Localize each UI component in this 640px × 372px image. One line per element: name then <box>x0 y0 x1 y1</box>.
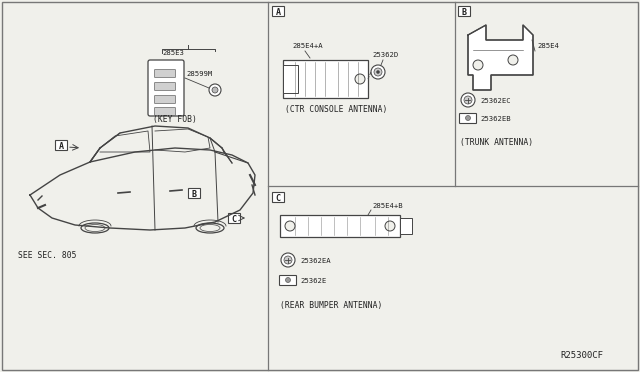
Bar <box>272 192 284 202</box>
Circle shape <box>209 84 221 96</box>
Bar <box>400 218 412 234</box>
FancyBboxPatch shape <box>148 60 184 116</box>
FancyBboxPatch shape <box>154 108 175 115</box>
Text: 285E3: 285E3 <box>162 50 184 56</box>
Text: B: B <box>191 189 196 199</box>
Bar <box>283 60 368 98</box>
Text: 285E4+A: 285E4+A <box>292 43 323 49</box>
Text: 285E4: 285E4 <box>537 43 559 49</box>
Circle shape <box>286 74 296 84</box>
Text: 25362E: 25362E <box>300 278 326 284</box>
Text: 285E4+B: 285E4+B <box>372 203 403 209</box>
Text: C: C <box>275 193 280 202</box>
Circle shape <box>461 93 475 107</box>
Text: A: A <box>58 141 63 151</box>
Text: (KEY FOB): (KEY FOB) <box>153 115 197 124</box>
Text: 25362EB: 25362EB <box>480 116 511 122</box>
Text: 25362EA: 25362EA <box>300 258 331 264</box>
FancyBboxPatch shape <box>460 113 477 124</box>
Text: 25362EC: 25362EC <box>480 98 511 104</box>
Bar <box>55 140 67 150</box>
Text: 25362D: 25362D <box>372 52 398 58</box>
Circle shape <box>285 278 291 282</box>
FancyBboxPatch shape <box>154 83 175 90</box>
Bar <box>272 6 284 16</box>
Polygon shape <box>468 25 533 90</box>
Circle shape <box>464 96 472 104</box>
FancyBboxPatch shape <box>154 96 175 103</box>
FancyBboxPatch shape <box>154 70 175 77</box>
Circle shape <box>284 256 292 264</box>
Bar <box>188 188 200 198</box>
Text: R25300CF: R25300CF <box>560 351 603 360</box>
Bar <box>283 65 298 93</box>
Circle shape <box>285 221 295 231</box>
Circle shape <box>281 253 295 267</box>
Bar <box>458 6 470 16</box>
Text: A: A <box>275 7 280 16</box>
Text: (CTR CONSOLE ANTENNA): (CTR CONSOLE ANTENNA) <box>285 105 387 114</box>
Circle shape <box>508 55 518 65</box>
Text: (TRUNK ANTENNA): (TRUNK ANTENNA) <box>460 138 533 147</box>
Bar <box>228 213 240 223</box>
FancyBboxPatch shape <box>280 276 296 285</box>
Circle shape <box>465 115 470 121</box>
Circle shape <box>374 68 382 76</box>
Text: B: B <box>461 7 467 16</box>
Text: (REAR BUMPER ANTENNA): (REAR BUMPER ANTENNA) <box>280 301 382 310</box>
Circle shape <box>376 71 380 74</box>
Text: 28599M: 28599M <box>186 71 212 77</box>
Circle shape <box>385 221 395 231</box>
Text: SEE SEC. 805: SEE SEC. 805 <box>18 251 77 260</box>
Text: C: C <box>232 215 237 224</box>
Circle shape <box>355 74 365 84</box>
Circle shape <box>473 60 483 70</box>
Circle shape <box>212 87 218 93</box>
Circle shape <box>371 65 385 79</box>
Bar <box>280 215 400 237</box>
